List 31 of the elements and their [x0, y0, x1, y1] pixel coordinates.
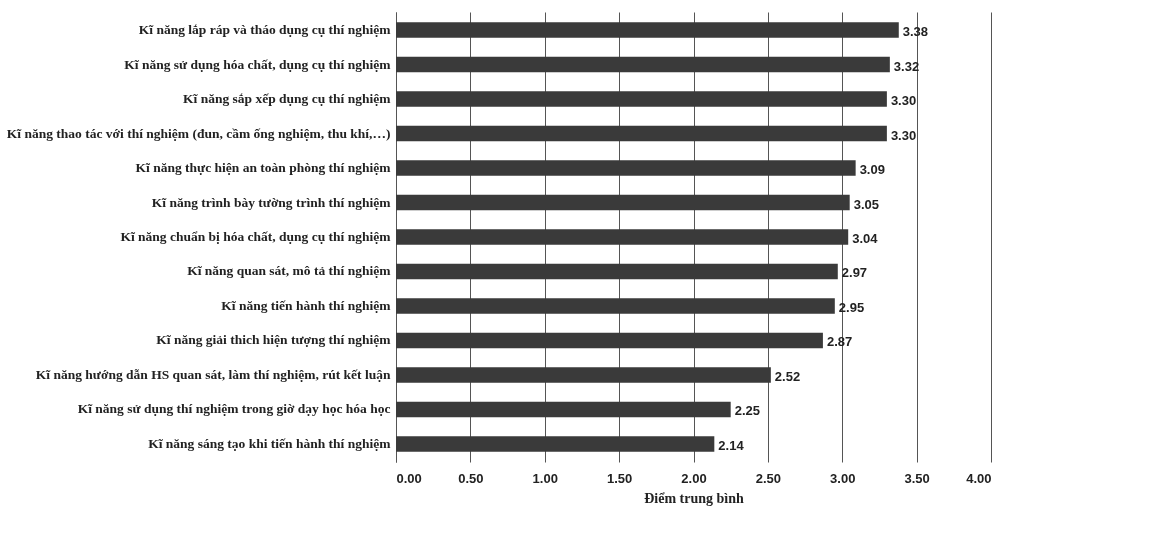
data-label: 2.25: [734, 403, 760, 419]
x-tick-label: 0.00: [396, 470, 422, 486]
x-tick-label: 2.50: [755, 470, 782, 486]
x-tick-label: 2.00: [681, 470, 707, 486]
y-tick-label: Kĩ năng quan sát, mô tả thí nghiệm: [187, 263, 392, 279]
y-tick-label: Kĩ năng hướng dẫn HS quan sát, làm thí nghiệm, rút kết luận: [35, 366, 391, 382]
y-tick-label: Kĩ năng sáng tạo khi tiến hành thí nghiệm: [148, 435, 392, 451]
data-label: 3.30: [890, 93, 917, 109]
data-label: 3.09: [859, 162, 885, 178]
data-label: 2.14: [718, 437, 745, 453]
y-tick-label: Kĩ năng lắp ráp và tháo dụng cụ thí nghiệm: [138, 22, 392, 38]
x-tick-label: 3.00: [830, 470, 856, 486]
x-tick-label: 1.00: [532, 470, 558, 486]
y-tick-label: Kĩ năng sắp xếp dụng cụ thí nghiệm: [183, 91, 392, 107]
data-label: 2.52: [774, 368, 801, 384]
y-tick-label: Kĩ năng trình bày tường trình thí nghiệm: [151, 194, 392, 210]
y-tick-label: Kĩ năng thực hiện an toàn phòng thí nghiệm: [135, 160, 392, 176]
y-tick-label: Kĩ năng giải thich hiện tượng thí nghiệm: [156, 332, 392, 348]
x-tick-label: 3.50: [904, 470, 930, 486]
y-tick-label: Kĩ năng sử dụng hóa chất, dụng cụ thí nghiệm: [124, 56, 392, 72]
x-tick-label: 4.00: [966, 470, 992, 486]
data-label: 3.05: [853, 196, 879, 212]
data-label: 3.30: [890, 127, 917, 143]
data-label: 3.04: [852, 231, 879, 246]
x-axis-title: Điểm trung bình: [644, 490, 744, 506]
y-tick-label: Kĩ năng sử dụng thí nghiệm trong giờ dạy học hóa học: [77, 401, 391, 417]
x-tick-label: 0.50: [458, 470, 484, 486]
x-tick-label: 1.50: [606, 470, 633, 486]
y-tick-label: Kĩ năng thao tác với thí nghiệm (đun, cầm ống nghiệm, thu khí,…): [6, 125, 391, 141]
y-tick-label: Kĩ năng chuẩn bị hóa chất, dụng cụ thí nghiệm: [120, 229, 392, 244]
y-tick-label: Kĩ năng tiến hành thí nghiệm: [221, 297, 392, 313]
